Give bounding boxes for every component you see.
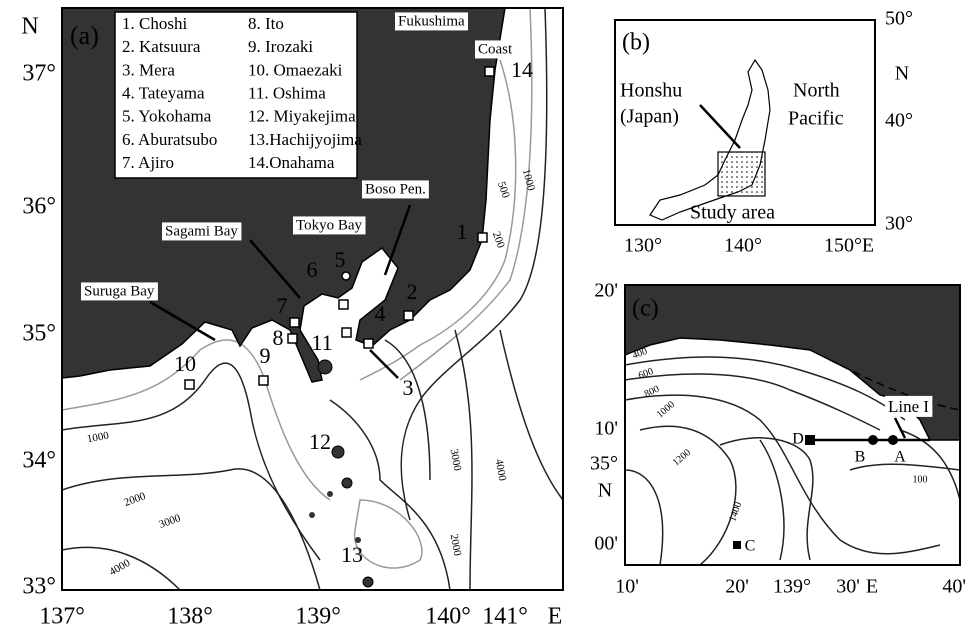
station-label: 5 bbox=[335, 247, 346, 272]
station-label: 6 bbox=[307, 257, 318, 282]
legend-entry: 2. Katsuura bbox=[122, 37, 201, 56]
x-tick-label: 138° bbox=[167, 604, 213, 630]
axis-label: E bbox=[548, 604, 563, 630]
place-name: Suruga Bay bbox=[84, 283, 155, 299]
page: (a)NE37°36°35°34°33°137°138°139°140°141°… bbox=[0, 0, 969, 637]
y-tick-label: 33° bbox=[22, 574, 56, 600]
y-tick-label: 37° bbox=[22, 61, 56, 87]
station-label: 4 bbox=[375, 301, 386, 326]
place-name: Sagami Bay bbox=[165, 223, 238, 239]
x-tick-label: 139° bbox=[773, 576, 811, 598]
y-tick-label: 40° bbox=[885, 110, 913, 132]
y-tick-label: 10' bbox=[594, 418, 618, 440]
map-text: Study area bbox=[690, 202, 775, 224]
legend-entry: 1. Choshi bbox=[122, 14, 187, 33]
x-tick-label: 30' bbox=[836, 576, 860, 598]
y-tick-label: 35° bbox=[22, 321, 56, 347]
legend-entry: 14.Onahama bbox=[248, 153, 335, 172]
legend-entry: 3. Mera bbox=[122, 60, 175, 79]
station-label: 7 bbox=[277, 293, 288, 318]
place-name: Tokyo Bay bbox=[296, 217, 363, 233]
panel-label: (a) bbox=[70, 21, 99, 50]
y-tick-label: 34° bbox=[22, 448, 56, 474]
arrow bbox=[700, 105, 740, 148]
legend-entry: 7. Ajiro bbox=[122, 153, 174, 172]
station-label: 2 bbox=[407, 279, 418, 304]
legend-entry: 5. Yokohama bbox=[122, 107, 212, 126]
station-label: 13 bbox=[341, 542, 363, 567]
station-label: 1 bbox=[457, 219, 468, 244]
station-label: B bbox=[855, 449, 866, 466]
station-label: 3 bbox=[403, 375, 414, 400]
x-tick-label: 130° bbox=[624, 235, 662, 257]
legend-entry: 4. Tateyama bbox=[122, 84, 205, 103]
legend-entry: 6. Aburatsubo bbox=[122, 130, 217, 149]
legend-entry: 10. Omaezaki bbox=[248, 60, 343, 79]
y-tick-label: 20' bbox=[594, 280, 618, 302]
station-label: D bbox=[792, 431, 804, 448]
station-label: 14 bbox=[511, 57, 533, 82]
map-text: (Japan) bbox=[620, 106, 679, 128]
figure: (a)NE37°36°35°34°33°137°138°139°140°141°… bbox=[0, 0, 969, 637]
contour-label: 100 bbox=[913, 474, 928, 485]
x-tick-label: 140° bbox=[724, 235, 762, 257]
axis-label: E bbox=[866, 576, 878, 598]
legend-entry: 12. Miyakejima bbox=[248, 107, 356, 126]
axis-label: N bbox=[21, 14, 38, 40]
y-tick-label: 36° bbox=[22, 194, 56, 220]
legend-entry: 13.Hachijyojima bbox=[248, 130, 362, 149]
x-tick-label: 137° bbox=[39, 604, 85, 630]
axis-label: N bbox=[895, 63, 909, 85]
y-tick-label: 00' bbox=[594, 533, 618, 555]
station-label: C bbox=[745, 538, 756, 555]
panel-label: (c) bbox=[632, 296, 659, 322]
place-name: Coast bbox=[478, 41, 513, 57]
x-tick-label: 20' bbox=[725, 576, 749, 598]
map-text: Pacific bbox=[788, 108, 844, 130]
panel-c-map bbox=[625, 285, 960, 565]
x-tick-label: 40' bbox=[942, 576, 966, 598]
x-tick-label: 141° bbox=[482, 604, 528, 630]
axis-label: E bbox=[862, 235, 874, 257]
x-tick-label: 10' bbox=[615, 576, 639, 598]
x-tick-label: 150° bbox=[824, 235, 862, 257]
station-label: A bbox=[894, 449, 906, 466]
legend-entry: 8. Ito bbox=[248, 14, 284, 33]
x-tick-label: 139° bbox=[295, 604, 341, 630]
map-text: North bbox=[793, 80, 840, 102]
axis-label: N bbox=[598, 480, 612, 502]
place-name: Boso Pen. bbox=[365, 181, 426, 197]
y-tick-label: 30° bbox=[885, 213, 913, 235]
place-name: Fukushima bbox=[398, 13, 465, 29]
legend-entry: 9. Irozaki bbox=[248, 37, 313, 56]
study-area bbox=[718, 152, 765, 196]
station-label: 8 bbox=[273, 325, 284, 350]
legend-entry: 11. Oshima bbox=[248, 84, 326, 103]
station-label: 9 bbox=[260, 343, 271, 368]
station-label: 12 bbox=[309, 429, 331, 454]
station-label: 10 bbox=[174, 351, 196, 376]
map-text: Honshu bbox=[620, 80, 682, 102]
x-tick-label: 140° bbox=[425, 604, 471, 630]
panel-label: (b) bbox=[622, 30, 650, 56]
y-tick-label: 35° bbox=[590, 453, 618, 475]
y-tick-label: 50° bbox=[885, 8, 913, 30]
station-label: 11 bbox=[311, 330, 332, 355]
line-label: Line I bbox=[888, 397, 929, 416]
